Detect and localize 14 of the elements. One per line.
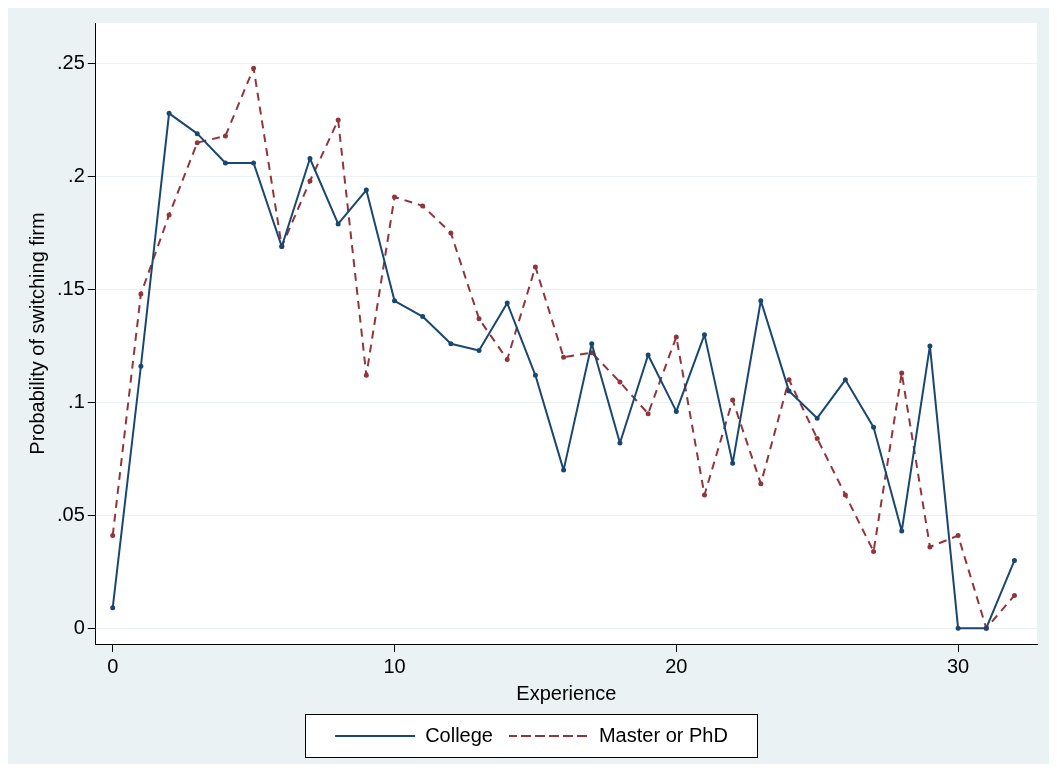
x-tick-label: 10	[383, 654, 406, 677]
x-tick-label: 0	[107, 654, 119, 677]
y-tick-label: .2	[68, 164, 85, 187]
y-tick-label: .15	[56, 276, 85, 299]
y-tick-label: .1	[68, 389, 85, 412]
y-tick-label: 0	[73, 615, 85, 638]
x-tick-label: 30	[946, 654, 970, 677]
y-tick-label: .25	[56, 51, 85, 74]
legend-label: Master or PhD	[598, 723, 728, 746]
x-axis-title: Experience	[516, 681, 617, 704]
y-tick-label: .05	[56, 502, 85, 525]
y-axis-title: Probability of switching firm	[25, 212, 48, 455]
legend-label: College	[425, 723, 493, 746]
x-tick-label: 20	[665, 654, 688, 677]
